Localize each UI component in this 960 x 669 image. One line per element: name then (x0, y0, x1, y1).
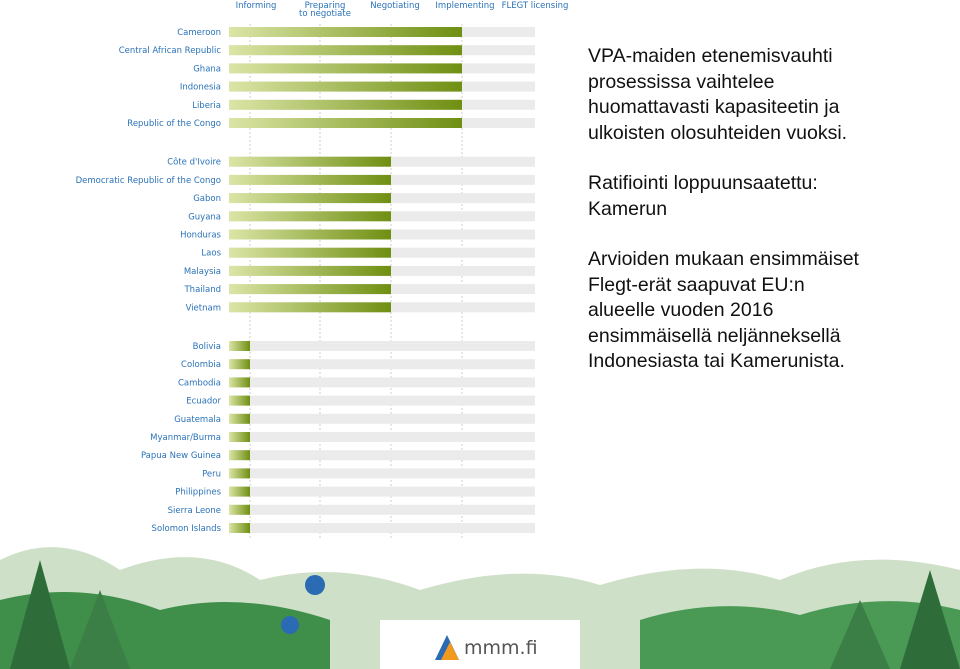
country-label: Guyana (188, 212, 221, 222)
country-label: Côte d'Ivoire (167, 157, 221, 168)
bar (229, 156, 391, 167)
side-text: VPA-maiden etenemisvauhti prosessissa vai… (588, 44, 859, 400)
bar (229, 247, 391, 258)
bar (229, 265, 391, 276)
track (229, 341, 535, 351)
bar (229, 229, 391, 240)
bar (229, 284, 391, 295)
bar (229, 486, 250, 497)
country-label: Vietnam (186, 303, 221, 313)
stage-label: FLEGT licensing (502, 1, 569, 11)
track (229, 450, 535, 461)
bar (229, 341, 250, 351)
bar (229, 413, 250, 424)
country-label: Peru (202, 469, 221, 479)
bar (229, 395, 250, 406)
stage-label: Negotiating (370, 1, 420, 11)
stage-label: Implementing (435, 1, 494, 11)
bar (229, 63, 462, 74)
bar (229, 174, 391, 185)
track (229, 486, 535, 497)
bar (229, 359, 250, 370)
stage-label: to negotiate (299, 9, 351, 19)
country-label: Liberia (192, 101, 221, 111)
country-label: Indonesia (180, 83, 221, 93)
landscape: mmm.fi (0, 547, 960, 669)
country-label: Honduras (180, 231, 221, 241)
track (229, 395, 535, 406)
paragraph: Arvioiden mukaan ensimmäiset Flegt-erät s… (588, 247, 859, 375)
text-line: Indonesiasta tai Kamerunista. (588, 350, 845, 372)
stage-label: Preparing (305, 1, 346, 11)
country-label: Ghana (193, 64, 221, 74)
stage-label: Informing (236, 1, 277, 11)
bar (229, 27, 462, 37)
text-line: alueelle vuoden 2016 (588, 299, 774, 321)
text-line: prosessissa vaihtelee (588, 70, 775, 93)
bar (229, 523, 250, 533)
track (229, 359, 535, 370)
country-label: Central African Republic (119, 46, 222, 56)
track (229, 413, 535, 424)
text-line: ensimmäisellä neljänneksellä (588, 324, 841, 347)
country-label: Papua New Guinea (141, 451, 221, 461)
text-line: huomattavasti kapasiteetin ja (588, 96, 840, 118)
country-label: Gabon (193, 194, 221, 204)
bar (229, 45, 462, 56)
bar (229, 81, 462, 92)
track (229, 468, 535, 479)
country-label: Sierra Leone (168, 506, 221, 516)
bar (229, 193, 391, 204)
text-line: Kamerun (588, 197, 668, 220)
text-line: Ratifiointi loppuunsaatettu: (588, 172, 818, 194)
country-label: Philippines (175, 488, 221, 498)
bar (229, 377, 250, 388)
country-label: Thailand (183, 285, 221, 295)
paragraph: Ratifiointi loppuunsaatettu: Kamerun (588, 171, 859, 222)
bar (229, 211, 391, 222)
country-label: Bolivia (193, 342, 221, 352)
bar (229, 450, 250, 461)
paragraph: VPA-maiden etenemisvauhti prosessissa vai… (588, 44, 859, 146)
text-line: Flegt-erät saapuvat EU:n (588, 273, 805, 296)
country-label: Democratic Republic of the Congo (76, 176, 221, 186)
bar (229, 468, 250, 479)
country-label: Guatemala (174, 415, 221, 425)
bar (229, 504, 250, 515)
country-label: Republic of the Congo (127, 119, 221, 129)
track (229, 432, 535, 442)
bar (229, 432, 250, 442)
country-label: Ecuador (186, 397, 221, 407)
text-line: Arvioiden mukaan ensimmäiset (588, 248, 859, 270)
bar (229, 118, 462, 128)
logo-text: mmm.fi (464, 637, 538, 659)
text-line: ulkoisten olosuhteiden vuoksi. (588, 121, 848, 144)
track (229, 504, 535, 515)
bar (229, 302, 391, 313)
track (229, 523, 535, 533)
country-label: Cameroon (177, 28, 221, 38)
country-label: Malaysia (184, 267, 221, 277)
text-line: VPA-maiden etenemisvauhti (588, 45, 833, 67)
country-label: Colombia (181, 360, 221, 370)
country-label: Solomon Islands (152, 524, 222, 534)
country-label: Cambodia (178, 378, 221, 388)
country-label: Laos (201, 249, 221, 259)
bar (229, 99, 462, 110)
track (229, 377, 535, 388)
country-label: Myanmar/Burma (150, 433, 221, 443)
